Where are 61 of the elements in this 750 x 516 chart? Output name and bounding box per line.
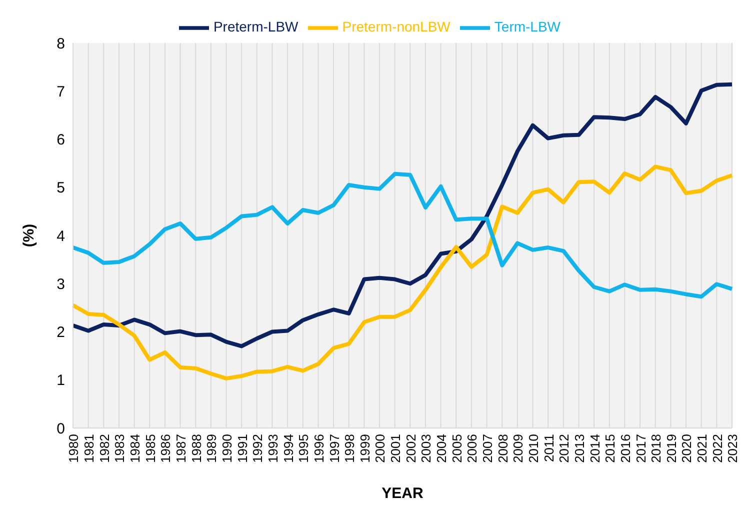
legend-label: Term-LBW	[494, 18, 561, 35]
x-tick-label: 1980	[66, 434, 82, 463]
x-tick-label: 2014	[587, 434, 602, 463]
x-tick-label: 2012	[556, 434, 572, 463]
x-tick-label: 2011	[541, 434, 556, 462]
line-series	[71, 164, 734, 380]
legend-label: Preterm-nonLBW	[342, 18, 450, 35]
x-tick-label: 1987	[174, 434, 189, 463]
x-tick-label: 2004	[434, 434, 450, 463]
x-tick-label: 2000	[372, 434, 388, 463]
x-tick-label: 1982	[96, 434, 112, 463]
y-axis-title: (%)	[20, 224, 38, 248]
y-tick-label: 6	[56, 132, 65, 149]
x-tick-label: 1983	[112, 434, 128, 463]
x-tick-label: 2001	[388, 434, 404, 463]
x-tick-label: 1998	[342, 434, 358, 463]
x-tick-label: 2018	[648, 434, 664, 463]
x-tick-label: 2007	[480, 434, 496, 463]
x-tick-label: 1981	[82, 434, 97, 463]
x-tick-label: 2019	[664, 434, 679, 463]
x-tick-label: 1996	[311, 434, 326, 463]
x-tick-label: 2023	[725, 434, 740, 463]
x-tick-label: 2010	[526, 434, 541, 463]
x-tick-label: 2020	[679, 434, 694, 463]
x-tick-label: 2009	[510, 434, 526, 463]
x-tick-label: 2002	[403, 434, 418, 463]
y-tick-label: 5	[56, 180, 65, 197]
x-tick-label: 1997	[326, 434, 342, 463]
x-tick-label: 1986	[158, 434, 174, 463]
y-tick-label: 1	[56, 372, 65, 390]
x-tick-label: 1992	[250, 434, 266, 463]
x-tick-label: 2021	[694, 434, 710, 463]
line-series	[71, 172, 734, 299]
x-tick-label: 1993	[265, 434, 280, 463]
x-tick-label: 1994	[280, 434, 296, 463]
x-tick-label: 1995	[296, 434, 312, 463]
y-tick-label: 4	[56, 228, 65, 245]
y-tick-label: 2	[56, 324, 65, 342]
y-tick-label: 7	[56, 83, 65, 100]
x-tick-label: 1989	[204, 434, 220, 463]
x-tick-label: 1988	[188, 434, 204, 463]
x-tick-label: 2013	[572, 434, 587, 463]
y-tick-label: 8	[56, 35, 65, 52]
x-tick-label: 2006	[464, 434, 480, 463]
y-tick-label: 0	[56, 420, 65, 438]
x-tick-label: 1984	[128, 434, 143, 463]
x-tick-label: 1991	[234, 434, 250, 463]
x-tick-label: 2003	[418, 434, 434, 463]
x-tick-label: 2016	[618, 434, 633, 463]
x-tick-label: 2008	[495, 434, 510, 463]
y-tick-label: 3	[56, 276, 65, 293]
x-tick-label: 2017	[633, 434, 648, 463]
line-series	[71, 82, 734, 348]
x-tick-label: 2022	[710, 434, 725, 463]
x-tick-label: 1985	[142, 434, 158, 463]
x-axis-title: YEAR	[382, 485, 424, 502]
legend-label: Preterm-LBW	[213, 18, 298, 35]
x-tick-label: 1990	[219, 434, 234, 463]
x-tick-label: 1999	[357, 434, 372, 463]
x-tick-label: 2005	[449, 434, 464, 463]
x-tick-label: 2015	[602, 434, 618, 463]
